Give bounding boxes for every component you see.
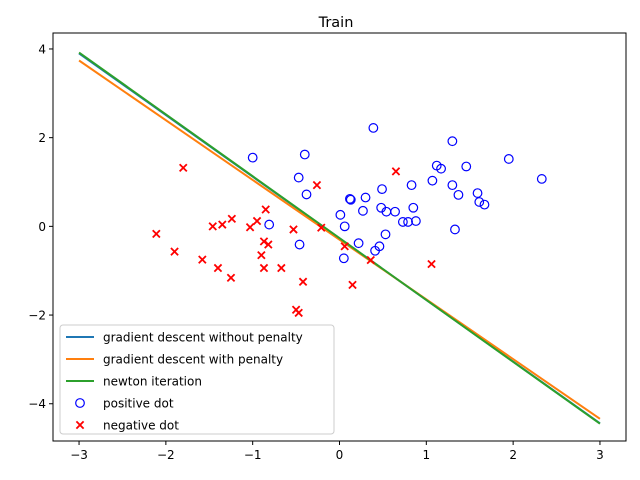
positive-point bbox=[408, 202, 419, 213]
positive-point bbox=[370, 245, 380, 256]
plot-area bbox=[78, 51, 601, 425]
positive-point bbox=[450, 224, 460, 235]
positive-point bbox=[461, 161, 472, 172]
y-tick-label: −4 bbox=[28, 397, 46, 411]
x-tick-label: −1 bbox=[244, 448, 262, 462]
legend-label: positive dot bbox=[103, 397, 174, 411]
positive-point bbox=[339, 221, 350, 232]
positive-point bbox=[411, 216, 421, 226]
x-axis-ticks: −3 −2 −1 0 1 2 3 bbox=[70, 441, 604, 462]
negative-point bbox=[259, 263, 269, 273]
x-tick-label: 2 bbox=[509, 448, 517, 462]
positive-point bbox=[447, 136, 458, 147]
positive-point bbox=[436, 163, 446, 174]
negative-point bbox=[257, 250, 266, 260]
negative-point bbox=[208, 222, 217, 231]
positive-point bbox=[536, 174, 547, 184]
negative-point bbox=[340, 242, 349, 251]
positive-point bbox=[358, 205, 368, 216]
positive-point bbox=[380, 229, 391, 240]
positive-point bbox=[403, 217, 413, 227]
series-line-2 bbox=[78, 51, 601, 425]
positive-point bbox=[406, 180, 417, 191]
negative-point bbox=[312, 180, 322, 190]
x-tick-label: 1 bbox=[422, 448, 430, 462]
negative-point bbox=[226, 273, 236, 283]
negative-point bbox=[178, 163, 188, 173]
negative-point bbox=[213, 263, 223, 273]
positive-point bbox=[247, 152, 258, 163]
negative-point bbox=[298, 277, 308, 287]
positive-point bbox=[427, 175, 438, 186]
positive-point bbox=[479, 199, 490, 210]
positive-point bbox=[474, 197, 485, 207]
negative-point bbox=[264, 240, 273, 249]
negative-point bbox=[227, 214, 237, 224]
legend: gradient descent without penalty gradient… bbox=[59, 324, 335, 435]
negative-point bbox=[366, 255, 375, 265]
positive-point bbox=[335, 209, 346, 220]
legend-entry: gradient descent with penalty bbox=[66, 353, 283, 367]
negative-point bbox=[317, 223, 326, 232]
positive-point bbox=[503, 154, 514, 164]
positive-point bbox=[345, 194, 356, 205]
y-tick-label: 2 bbox=[38, 131, 46, 145]
negative-point bbox=[245, 223, 255, 232]
positive-point bbox=[338, 253, 349, 264]
positive-point bbox=[293, 172, 304, 183]
legend-label: gradient descent without penalty bbox=[103, 331, 303, 345]
positive-point bbox=[447, 180, 458, 191]
negative-point bbox=[277, 263, 286, 273]
x-tick-label: 0 bbox=[336, 448, 344, 462]
chart-title: Train bbox=[318, 15, 354, 31]
negative-point bbox=[294, 308, 303, 318]
positive-point bbox=[377, 184, 387, 195]
positive-point bbox=[397, 217, 408, 227]
legend-box bbox=[59, 324, 335, 435]
positive-point bbox=[299, 149, 310, 160]
positive-point bbox=[368, 123, 379, 133]
legend-label: gradient descent with penalty bbox=[103, 353, 283, 367]
negative-point bbox=[289, 225, 298, 234]
y-tick-label: 0 bbox=[38, 220, 46, 234]
y-tick-label: 4 bbox=[38, 42, 46, 56]
positive-point bbox=[453, 189, 464, 200]
negative-point bbox=[348, 280, 357, 290]
positive-point bbox=[353, 238, 364, 249]
legend-entry: negative dot bbox=[75, 419, 179, 433]
series-line-1 bbox=[78, 59, 601, 420]
positive-point bbox=[360, 192, 371, 203]
negative-point bbox=[170, 247, 179, 256]
legend-entry: newton iteration bbox=[66, 375, 202, 389]
negative-point bbox=[198, 255, 207, 264]
negative-point bbox=[391, 167, 401, 176]
legend-x-swatch bbox=[75, 420, 85, 430]
legend-circle-swatch bbox=[75, 398, 85, 408]
negative-point bbox=[218, 220, 227, 229]
y-axis-ticks: −4 −2 0 2 4 bbox=[28, 42, 53, 411]
x-tick-label: −3 bbox=[70, 448, 88, 462]
negative-point bbox=[427, 259, 436, 269]
positive-point bbox=[472, 188, 483, 198]
legend-entry: positive dot bbox=[75, 397, 174, 411]
negative-point bbox=[152, 229, 161, 239]
series-points bbox=[152, 123, 547, 318]
y-tick-label: −2 bbox=[28, 309, 46, 323]
positive-point bbox=[301, 189, 312, 200]
legend-entry: gradient descent without penalty bbox=[66, 331, 303, 345]
legend-label: negative dot bbox=[103, 419, 179, 433]
x-tick-label: 3 bbox=[596, 448, 604, 462]
positive-point bbox=[294, 239, 305, 250]
positive-point bbox=[345, 193, 355, 204]
x-tick-label: −2 bbox=[157, 448, 175, 462]
negative-point bbox=[261, 205, 270, 214]
positive-point bbox=[264, 219, 275, 230]
positive-point bbox=[390, 206, 400, 217]
series-lines bbox=[78, 51, 601, 425]
negative-point bbox=[252, 216, 262, 226]
legend-label: newton iteration bbox=[103, 375, 202, 389]
